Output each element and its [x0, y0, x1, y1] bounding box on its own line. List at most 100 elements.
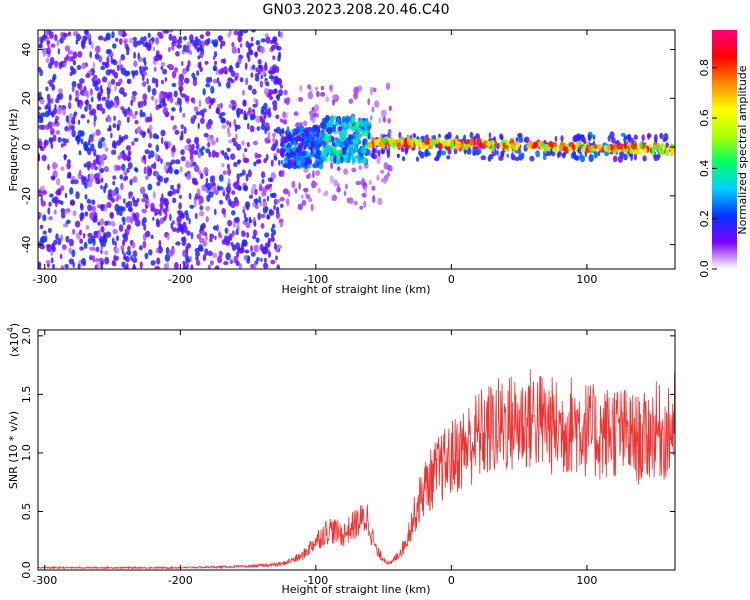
heatmap-cell: [176, 44, 182, 49]
heatmap-cell: [61, 137, 66, 143]
heatmap-cell: [259, 80, 264, 88]
heatmap-cell: [272, 55, 276, 60]
heatmap-cell: [643, 147, 648, 154]
heatmap-cell: [252, 183, 257, 190]
heatmap-cell: [259, 46, 265, 54]
heatmap-cell: [231, 230, 235, 237]
heatmap-cell: [149, 131, 153, 140]
heatmap-cell: [271, 192, 277, 199]
heatmap-cell: [154, 153, 159, 161]
heatmap-cell: [143, 166, 147, 175]
heatmap-cell: [193, 199, 197, 207]
heatmap-cell: [202, 240, 207, 247]
heatmap-cell: [218, 81, 222, 87]
heatmap-cell: [263, 157, 267, 164]
heatmap-cell: [79, 246, 84, 251]
heatmap-cell: [351, 155, 357, 164]
heatmap-cell: [355, 180, 362, 186]
snr-frame: [37, 329, 676, 571]
heatmap-cell: [117, 155, 121, 160]
heatmap-cell: [250, 245, 253, 253]
heatmap-cell: [59, 253, 63, 260]
heatmap-cell: [166, 94, 170, 102]
heatmap-cell: [41, 190, 48, 195]
heatmap-cell: [153, 66, 157, 72]
heatmap-cell: [434, 156, 440, 162]
heatmap-cell: [658, 148, 665, 156]
heatmap-cell: [221, 208, 226, 215]
heatmap-cell: [110, 220, 115, 226]
heatmap-cell: [320, 85, 325, 91]
heatmap-cell: [58, 88, 63, 94]
heatmap-cell: [619, 151, 625, 157]
heatmap-cell: [228, 103, 233, 109]
heatmap-cell: [85, 224, 90, 230]
heatmap-cell: [231, 46, 237, 54]
heatmap-cell: [101, 96, 107, 102]
heatmap-cell: [184, 210, 189, 216]
heatmap-cell: [582, 147, 585, 154]
heatmap-cell: [348, 135, 354, 140]
heatmap-cell: [190, 264, 194, 269]
heatmap-cell: [40, 112, 46, 118]
colorbar-tick-label: 0.4: [698, 160, 711, 178]
heatmap-cell: [161, 79, 164, 85]
heatmap-cell: [173, 124, 178, 130]
heatmap-cell: [577, 136, 580, 142]
heatmap-cell: [122, 108, 127, 115]
heatmap-cell: [613, 148, 619, 153]
heatmap-cell: [283, 157, 287, 163]
heatmap-cell: [250, 72, 254, 78]
heatmap-cell: [95, 246, 100, 253]
top-x-ticks: -300 -200 -100 0 100: [32, 30, 597, 286]
x-tick-label: -200: [168, 574, 193, 587]
heatmap-cell: [659, 132, 664, 139]
heatmap-cell: [162, 68, 168, 75]
heatmap-cell: [175, 188, 180, 194]
heatmap-cell: [342, 146, 348, 151]
x-tick-label: 0: [448, 273, 455, 286]
y-tick-label: 1.0: [20, 444, 33, 462]
heatmap-cell: [560, 142, 566, 147]
heatmap-cell: [194, 212, 198, 220]
heatmap-cell: [401, 156, 406, 162]
heatmap-cell: [230, 99, 236, 105]
heatmap-cell: [106, 220, 110, 226]
heatmap-cell: [120, 182, 124, 191]
heatmap-cell: [233, 118, 237, 127]
heatmap-cell: [88, 38, 92, 46]
heatmap-cell: [212, 252, 218, 259]
heatmap-cell: [268, 75, 274, 80]
heatmap-cell: [221, 239, 227, 245]
heatmap-cell: [253, 244, 259, 253]
bottom-x-ticks: -300 -200 -100 0 100: [32, 330, 597, 587]
heatmap-cell: [616, 142, 623, 150]
heatmap-cell: [168, 63, 174, 69]
heatmap-cell: [535, 150, 540, 158]
heatmap-cell: [49, 56, 55, 64]
heatmap-cell: [105, 32, 111, 40]
heatmap-cell: [227, 219, 233, 227]
heatmap-cell: [140, 100, 144, 108]
top-y-axis-label: Frequency (Hz): [7, 109, 20, 192]
heatmap-cell: [251, 187, 254, 196]
heatmap-cell: [160, 129, 166, 137]
heatmap-cell: [253, 221, 257, 227]
heatmap-cell: [280, 150, 284, 156]
heatmap-cell: [60, 265, 65, 269]
heatmap-cell: [204, 248, 209, 256]
heatmap-cell: [557, 151, 560, 159]
heatmap-cell: [230, 79, 235, 84]
heatmap-cell: [243, 254, 248, 261]
heatmap-cell: [249, 219, 253, 224]
heatmap-cell: [152, 216, 155, 221]
heatmap-cell: [242, 99, 247, 107]
heatmap-cell: [335, 138, 341, 144]
heatmap-cell: [62, 108, 66, 116]
heatmap-cell: [201, 222, 206, 229]
heatmap-cell: [253, 161, 257, 167]
heatmap-cell: [560, 135, 564, 143]
heatmap-cell: [623, 148, 628, 153]
heatmap-cell: [188, 217, 191, 225]
